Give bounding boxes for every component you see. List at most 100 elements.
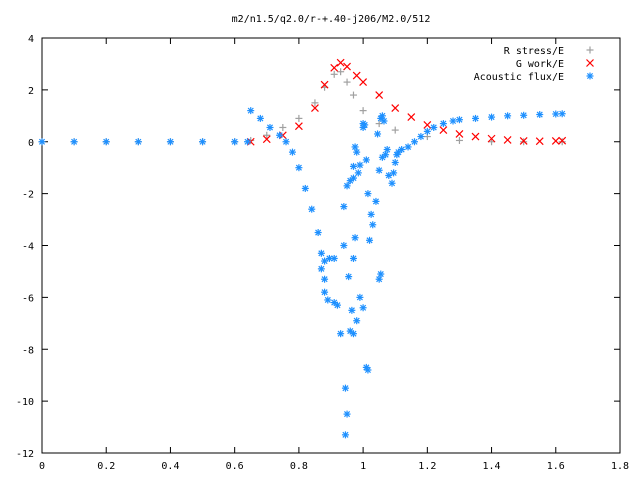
data-point	[340, 242, 348, 249]
data-point	[407, 113, 416, 122]
data-point	[351, 143, 359, 151]
data-point	[359, 107, 367, 115]
data-point	[324, 296, 332, 304]
data-point	[349, 91, 357, 99]
plot-series	[38, 58, 567, 439]
data-point	[374, 130, 382, 138]
x-tick-label: 1.8	[611, 461, 629, 472]
data-point	[321, 275, 329, 283]
data-point	[288, 148, 296, 156]
data-point	[166, 138, 174, 146]
data-point	[375, 91, 384, 99]
data-point	[488, 113, 496, 121]
data-point	[349, 162, 357, 170]
data-point	[398, 146, 406, 154]
data-point	[558, 110, 566, 118]
data-point	[375, 275, 383, 283]
data-point	[377, 270, 385, 278]
data-point	[330, 63, 339, 72]
legend-label: R stress/E	[504, 46, 564, 57]
data-point	[351, 234, 359, 242]
legend-label: G work/E	[516, 59, 564, 70]
y-tick-label: 4	[28, 34, 34, 45]
data-point	[244, 138, 252, 146]
data-point	[487, 134, 496, 143]
data-point	[38, 138, 46, 146]
x-tick-label: 0.4	[161, 461, 179, 472]
data-point	[345, 273, 353, 281]
data-point	[471, 132, 480, 141]
data-point	[552, 110, 560, 118]
data-point	[247, 107, 255, 115]
data-point	[504, 112, 512, 120]
data-point	[520, 111, 528, 119]
y-tick-label: -8	[22, 345, 34, 356]
data-point	[472, 114, 479, 122]
y-tick-label: 2	[28, 86, 34, 97]
data-point	[199, 138, 207, 146]
data-point	[372, 197, 380, 205]
data-point	[519, 137, 528, 145]
data-point	[356, 293, 364, 301]
data-point	[134, 138, 142, 146]
data-point	[423, 120, 432, 129]
data-point	[301, 184, 309, 192]
y-tick-label: 0	[28, 138, 34, 149]
data-point	[388, 179, 396, 187]
data-point	[343, 410, 351, 418]
data-point	[380, 117, 388, 125]
x-tick-label: 1	[360, 461, 366, 472]
data-point	[352, 71, 361, 80]
data-point	[449, 117, 457, 125]
data-point	[276, 131, 284, 139]
data-point	[391, 126, 399, 134]
legend-marker	[586, 46, 594, 54]
data-point	[349, 330, 357, 338]
plot-frame	[41, 37, 621, 454]
data-point	[362, 156, 370, 164]
data-point	[279, 123, 287, 131]
data-point	[430, 123, 438, 131]
data-point	[282, 138, 290, 146]
x-tick-label: 1.4	[483, 461, 501, 472]
data-point	[536, 111, 544, 119]
legend: R stress/E G work/E Acoustic flux/E	[474, 46, 594, 83]
data-point	[353, 148, 361, 156]
data-point	[256, 114, 264, 122]
data-point	[343, 78, 351, 86]
data-point	[295, 164, 303, 172]
x-tick-label: 0.6	[226, 461, 244, 472]
data-point	[558, 138, 566, 146]
data-point	[356, 161, 364, 169]
data-point	[404, 143, 412, 151]
data-point	[375, 166, 383, 174]
data-point	[317, 249, 325, 257]
data-point	[330, 254, 338, 262]
data-point	[231, 138, 239, 146]
y-tick-label: -4	[22, 242, 34, 253]
data-point	[367, 210, 375, 218]
y-tick-label: -6	[22, 293, 34, 304]
data-point	[266, 123, 274, 131]
data-point	[383, 146, 391, 154]
data-point	[390, 169, 398, 177]
data-point	[336, 58, 345, 67]
axes: 0 0.2 0.4 0.6 0.8 1 1.2 1.4 1.6 1.8 -12 -10 -8 -6 -4 -2…	[16, 34, 629, 472]
data-point	[337, 330, 345, 338]
data-point	[337, 68, 345, 76]
data-point	[295, 114, 303, 122]
data-point	[320, 80, 329, 89]
data-point	[455, 136, 463, 144]
data-point	[551, 137, 560, 145]
chart-title: m2/n1.5/q2.0/r-+.40-j206/M2.0/512	[232, 14, 431, 25]
data-point	[353, 317, 361, 325]
legend-label: Acoustic flux/E	[474, 72, 564, 83]
y-tick-label: -2	[22, 190, 34, 201]
data-point	[382, 151, 390, 159]
data-point	[317, 265, 325, 273]
data-point	[354, 169, 362, 177]
data-point	[349, 254, 357, 262]
data-point	[378, 112, 386, 120]
data-point	[311, 99, 319, 107]
